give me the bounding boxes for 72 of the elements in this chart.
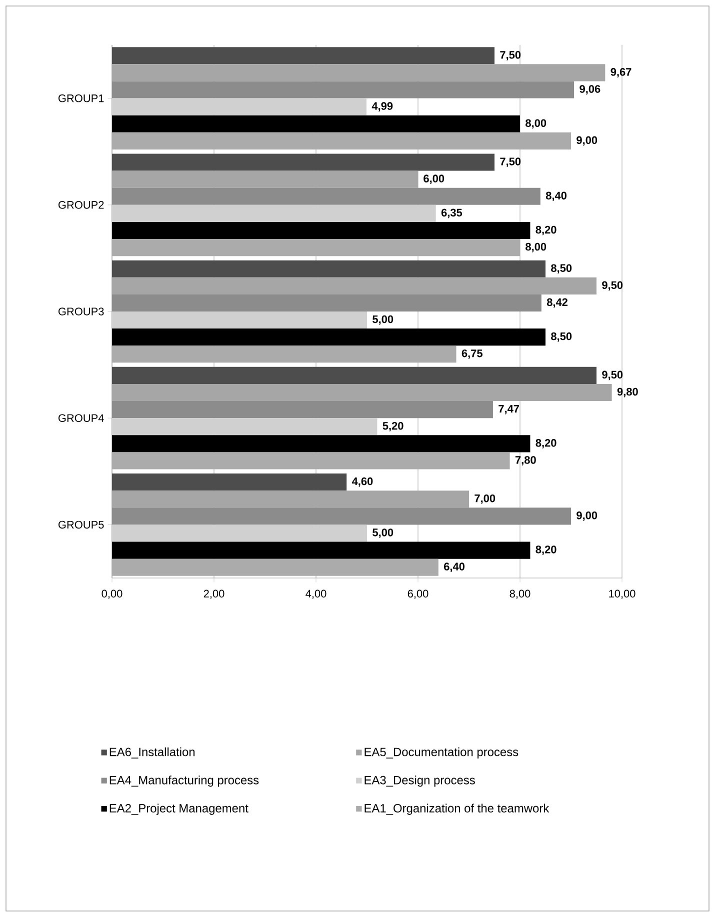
y-tick-label: GROUP1 [58,94,104,102]
data-label: 4,99 [372,102,393,112]
bar [112,384,612,402]
data-label: 6,35 [441,208,462,218]
legend-label: EA5_Documentation process [364,747,518,759]
data-label: 8,50 [551,332,572,342]
data-label: 9,50 [602,281,623,291]
legend-label: EA4_Manufacturing process [110,776,259,787]
bar [112,222,530,240]
data-label: 4,60 [352,477,373,487]
y-tick-label: GROUP5 [58,520,104,529]
bar [112,311,368,329]
data-label: 8,20 [536,226,556,236]
data-label: 7,50 [500,50,521,60]
bar [112,542,530,559]
data-label: 6,75 [462,349,482,359]
data-label: 7,50 [500,158,521,167]
bar [112,260,546,278]
bar [112,474,347,491]
bar [112,132,572,150]
bar [112,558,438,576]
bar [112,170,418,188]
data-label: 7,80 [515,456,536,466]
data-label: 7,47 [498,404,520,414]
bar [112,239,520,256]
data-label: 9,50 [602,370,623,380]
data-label: 8,40 [546,192,566,202]
data-label: 5,20 [382,422,404,432]
bar [112,277,597,294]
x-tick-label: 0,00 [102,590,122,599]
x-tick-label: 4,00 [306,590,326,599]
data-label: 8,20 [536,439,556,448]
data-label: 9,67 [610,68,632,78]
data-label: 8,00 [526,119,546,129]
bar [112,98,366,116]
bar [112,418,378,436]
data-label: 9,00 [576,512,598,521]
bar [112,452,510,470]
bar [112,346,456,363]
x-tick-label: 10,00 [609,590,636,599]
bar [112,47,495,64]
legend-label: EA6_Installation [110,747,195,758]
data-label: 8,50 [551,264,572,274]
y-tick-label: GROUP3 [58,308,104,316]
y-tick-label: GROUP4 [58,414,104,422]
bar [112,490,470,508]
bar [112,64,606,82]
data-label: 9,00 [576,136,598,146]
data-label: 9,80 [617,388,638,398]
data-label: 6,00 [424,174,444,184]
legend-label: EA1_Organization of the teamwork [364,804,550,815]
bar [112,115,520,132]
legend-label: EA3_Design process [364,776,475,787]
bar [112,328,546,346]
bar [112,435,530,452]
x-tick-label: 2,00 [204,590,224,599]
data-label: 7,00 [474,494,496,504]
x-tick-label: 8,00 [510,590,530,599]
data-label: 8,42 [546,298,568,308]
bar [112,524,368,542]
data-label: 5,00 [372,315,394,325]
bar [112,204,436,222]
data-label: 6,40 [444,562,464,572]
data-label: 5,00 [372,528,394,538]
x-tick-label: 6,00 [408,590,428,599]
bar [112,366,597,384]
data-label: 8,20 [536,546,556,555]
bar [112,154,495,171]
y-tick-label: GROUP2 [58,201,104,209]
legend-label: EA2_Project Management [110,804,248,815]
data-label: 8,00 [526,242,546,252]
data-label: 9,06 [580,85,600,94]
